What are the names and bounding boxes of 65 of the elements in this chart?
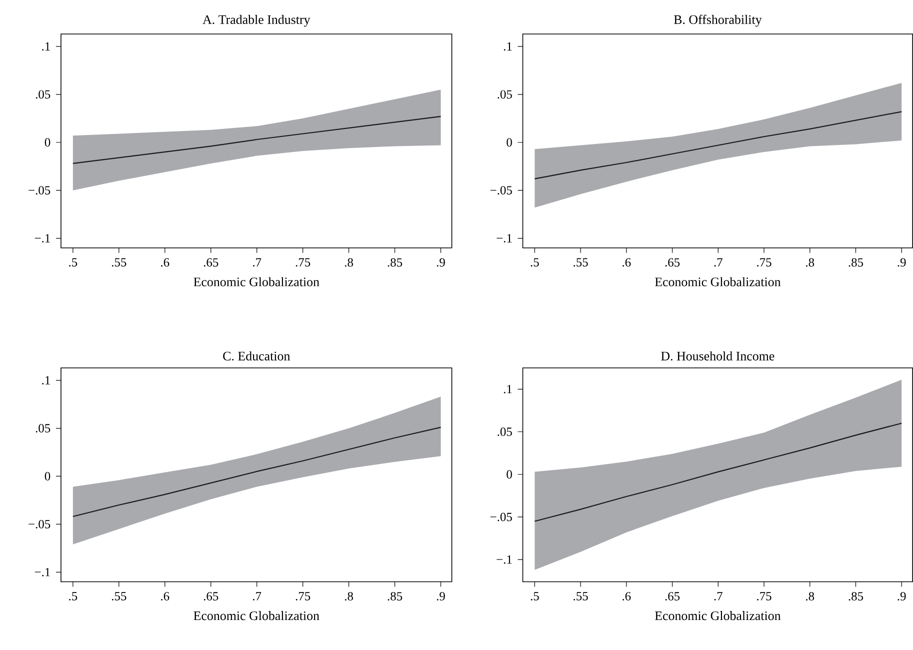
x-tick-label: .6 [161, 592, 170, 601]
chart-title: D. Household Income [661, 351, 774, 361]
y-tick-label: 0 [44, 472, 50, 481]
y-tick-label: .05 [36, 90, 50, 99]
x-axis-title: Economic Globalization [194, 277, 320, 286]
y-tick-label: 0 [506, 470, 512, 479]
x-axis-title: Economic Globalization [194, 611, 320, 620]
x-tick-label: .7 [253, 592, 262, 601]
x-tick-label: .85 [388, 592, 402, 601]
x-tick-label: .8 [344, 258, 353, 267]
y-tick-label: −.05 [28, 520, 50, 529]
chart-title: C. Education [223, 351, 290, 361]
x-tick-label: .65 [204, 592, 218, 601]
x-tick-label: .55 [112, 258, 126, 267]
y-tick-label: 0 [44, 138, 50, 147]
x-tick-label: .5 [69, 592, 78, 601]
x-tick-label: .6 [161, 258, 170, 267]
x-tick-label: .9 [436, 592, 445, 601]
x-tick-label: .55 [112, 592, 126, 601]
x-tick-label: .75 [296, 258, 310, 267]
x-axis-title: Economic Globalization [654, 277, 781, 286]
x-axis-title: Economic Globalization [654, 611, 781, 620]
y-tick-label: −.1 [496, 556, 512, 564]
x-tick-label: .85 [848, 258, 864, 267]
y-tick-label: −.05 [28, 186, 50, 195]
x-tick-label: .7 [253, 258, 262, 267]
x-tick-label: .5 [530, 592, 539, 601]
y-tick-label: −.1 [34, 234, 50, 243]
x-tick-label: .6 [622, 592, 631, 601]
x-tick-label: .8 [806, 592, 814, 601]
x-tick-label: .85 [848, 592, 864, 601]
x-tick-label: .6 [622, 258, 631, 267]
x-tick-label: .5 [530, 258, 539, 267]
x-tick-label: .65 [665, 258, 680, 267]
x-tick-label: .75 [757, 258, 772, 267]
y-tick-label: .05 [498, 428, 512, 436]
x-tick-label: .9 [898, 258, 906, 267]
y-tick-label: −.1 [34, 568, 50, 576]
y-tick-label: .1 [504, 385, 512, 394]
y-tick-label: −.05 [490, 512, 512, 522]
x-tick-label: .75 [757, 592, 772, 601]
x-tick-label: .85 [388, 258, 402, 267]
x-tick-label: .9 [436, 258, 445, 267]
x-tick-label: .8 [806, 258, 814, 267]
y-tick-label: −.1 [496, 234, 512, 243]
line-series [534, 422, 902, 522]
x-tick-label: .65 [665, 592, 680, 601]
y-tick-label: .05 [36, 424, 50, 433]
x-tick-label: .9 [898, 592, 906, 601]
y-tick-label: .05 [498, 90, 512, 99]
x-tick-label: .7 [714, 258, 722, 267]
x-tick-label: .55 [574, 258, 588, 267]
x-tick-label: .65 [204, 258, 218, 267]
x-tick-label: .75 [296, 592, 310, 601]
chart-title: B. Offshorability [674, 14, 762, 27]
y-tick-label: 0 [506, 138, 512, 147]
x-tick-label: .7 [714, 592, 722, 601]
x-tick-label: .8 [344, 592, 353, 601]
x-tick-label: .55 [574, 592, 588, 601]
y-tick-label: −.05 [490, 186, 512, 195]
y-tick-label: .1 [504, 42, 512, 51]
chart-title: A. Tradable Industry [202, 15, 310, 27]
y-tick-label: .1 [42, 42, 50, 51]
y-tick-label: .1 [42, 376, 50, 385]
x-tick-label: .5 [69, 258, 78, 267]
